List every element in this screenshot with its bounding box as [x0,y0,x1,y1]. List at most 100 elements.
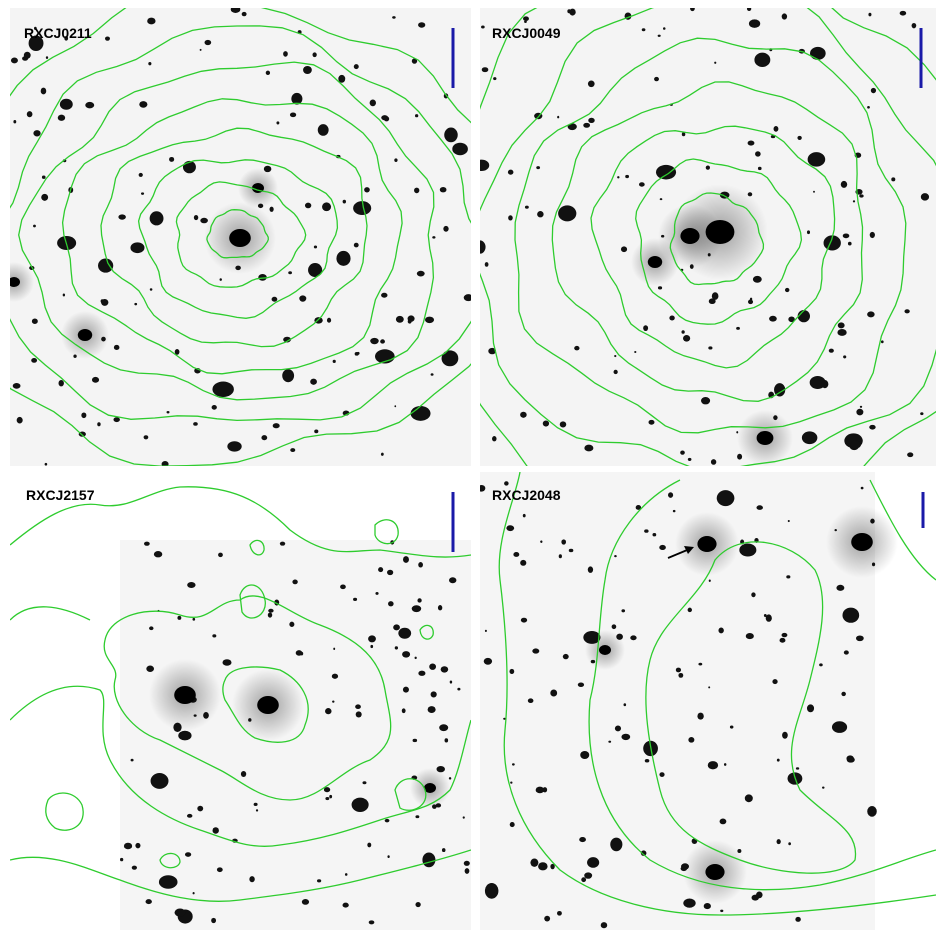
galaxy [368,635,376,643]
galaxy [131,865,137,870]
galaxy [333,647,336,651]
galaxy [344,873,348,876]
galaxy [268,608,274,613]
contour [18,61,435,401]
galaxy [672,509,676,513]
galaxy [737,453,743,460]
galaxy [13,120,17,124]
galaxy [308,263,323,278]
galaxy [331,673,339,679]
galaxy [370,644,374,649]
galaxy [448,777,452,780]
galaxy [574,345,580,351]
galaxy [212,634,217,638]
galaxy [204,39,212,46]
galaxy [118,214,126,220]
galaxy [301,898,310,905]
galaxy [911,23,917,29]
galaxy [840,180,848,188]
galaxy [527,698,534,703]
galaxy [174,349,180,355]
galaxy [867,806,877,817]
galaxy [380,452,384,456]
galaxy [325,797,330,801]
galaxy [484,262,489,267]
galaxy [504,481,509,486]
galaxy [907,452,914,458]
galaxy [719,818,727,825]
galaxy [643,325,649,332]
galaxy [772,679,778,685]
galaxy [149,626,154,631]
galaxy [353,242,359,248]
galaxy [452,142,468,156]
galaxy [323,787,331,793]
galaxy [457,687,461,691]
galaxy [105,36,110,41]
galaxy [847,241,852,246]
galaxy [411,58,418,64]
galaxy [613,369,618,375]
galaxy [424,316,435,324]
galaxy [443,225,449,232]
galaxy [416,270,425,277]
galaxy [130,242,145,254]
galaxy [542,420,550,427]
galaxy [588,117,595,124]
galaxy [342,902,349,908]
contour [61,98,403,375]
galaxy [219,278,222,281]
galaxy [532,648,540,654]
galaxy [512,763,515,766]
galaxy [199,48,202,51]
galaxy [415,815,420,819]
galaxy [756,505,763,510]
galaxy [353,597,358,602]
galaxy [683,898,696,908]
galaxy [718,627,724,634]
galaxy [480,484,486,492]
galaxy [313,245,318,249]
arrow [667,546,694,559]
galaxy [380,339,385,344]
panel-label: RXCJ0211 [24,25,92,41]
galaxy [880,340,884,344]
galaxy [62,293,66,297]
galaxy-halo [10,262,34,302]
galaxy [304,202,312,209]
galaxy [860,486,864,490]
galaxy [401,708,406,714]
galaxy [669,315,675,321]
galaxy [177,615,182,620]
galaxy [241,11,247,17]
galaxy [444,127,458,143]
contour [669,192,765,286]
galaxy [492,436,497,442]
galaxy [85,101,95,109]
galaxy [440,666,449,673]
galaxy [211,405,217,410]
galaxy [678,672,684,678]
galaxy [614,355,617,358]
galaxy [625,174,630,179]
galaxy [414,187,420,194]
galaxy [174,908,186,917]
galaxy [312,52,317,58]
galaxy [59,98,73,110]
galaxy [869,424,876,430]
galaxy [584,444,594,452]
galaxy [101,298,109,306]
galaxy [744,794,753,803]
galaxy [412,738,418,743]
galaxy [31,318,38,324]
contour [175,181,307,288]
galaxy [338,74,346,83]
galaxy [367,842,372,848]
galaxy [387,569,394,576]
galaxy [621,609,626,613]
galaxy [378,567,384,573]
galaxy [657,34,661,37]
galaxy [781,632,788,638]
galaxy [579,837,586,843]
galaxy [638,182,645,187]
